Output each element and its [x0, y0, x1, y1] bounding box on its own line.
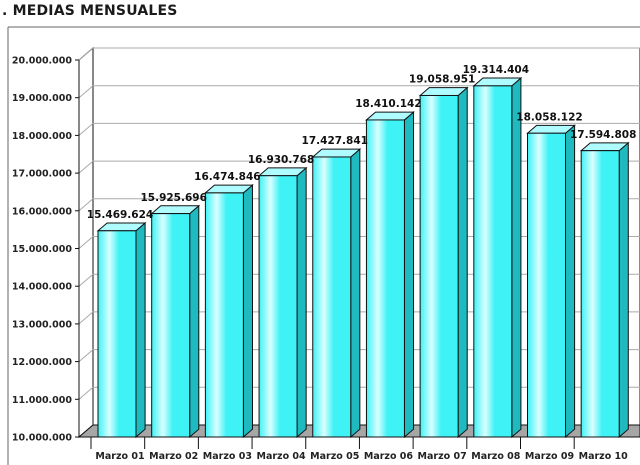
bar-top-face: [311, 148, 362, 158]
bar-front-face: [258, 175, 298, 438]
y-tick-label: 13.000.000: [12, 319, 72, 330]
data-label: 17.427.841: [302, 135, 368, 147]
x-category-label: Marzo 05: [310, 451, 359, 462]
bar-side-face: [565, 124, 576, 439]
x-category-label: Marzo 04: [256, 451, 306, 462]
bar-side-face: [296, 166, 307, 439]
y-tick-label: 16.000.000: [12, 206, 72, 217]
bar-top-face: [204, 184, 254, 194]
bar-side-face: [135, 221, 146, 439]
bar-side-face: [403, 111, 415, 439]
bar-top-face: [418, 87, 469, 96]
x-category-label: Marzo 08: [471, 451, 521, 462]
data-label: 15.925.696: [140, 192, 206, 204]
bar-side-face: [189, 204, 200, 439]
bar-front-face: [151, 213, 191, 438]
x-category-label: Marzo 02: [149, 451, 198, 462]
bar-front-face: [473, 85, 513, 438]
gridline: [78, 85, 640, 99]
bar-front-face: [527, 132, 567, 438]
data-label: 16.474.846: [194, 171, 260, 183]
bar-marzo-07: [418, 86, 469, 439]
bar-marzo-02: [150, 204, 201, 439]
bar-front-face: [365, 119, 405, 438]
y-tick-label: 15.000.000: [12, 244, 72, 255]
y-tick-label: 18.000.000: [12, 131, 72, 142]
chart-data-labels: 15.469.624 15.925.696 16.474.846 16.930.768…: [87, 64, 637, 221]
bar-front-face: [419, 94, 459, 438]
bar-marzo-01: [96, 221, 147, 439]
y-axis-ticks: 10.000.000 11.000.000 12.000.000 13.000.000…: [12, 56, 79, 444]
bar-side-face: [511, 76, 522, 439]
bar-marzo-09: [526, 124, 576, 439]
bar-marzo-06: [365, 111, 415, 439]
y-tick-label: 17.000.000: [12, 169, 72, 180]
bar-marzo-05: [311, 148, 362, 439]
bar-front-face: [204, 192, 244, 438]
bar-marzo-08: [472, 76, 523, 439]
bar-marzo-10: [579, 141, 630, 439]
bar-side-face: [242, 184, 253, 439]
data-label: 19.314.404: [463, 64, 529, 76]
y-tick-label: 19.000.000: [12, 93, 72, 104]
y-tick-label: 10.000.000: [12, 433, 72, 444]
gridline: [78, 47, 640, 61]
bar-front-face: [97, 230, 137, 438]
bar-side-face: [350, 148, 361, 439]
x-category-label: Marzo 09: [525, 451, 574, 462]
data-label: 19.058.951: [409, 74, 475, 86]
bar-front-face: [312, 156, 352, 438]
x-category-label: Marzo 03: [203, 451, 252, 462]
bar-top-face: [579, 142, 630, 152]
bar-top-face: [257, 167, 308, 177]
bar-side-face: [457, 86, 468, 439]
chart-bars: [96, 76, 630, 439]
bar-marzo-03: [204, 184, 254, 439]
data-label: 16.930.768: [248, 154, 314, 166]
x-category-label: Marzo 01: [95, 451, 144, 462]
y-tick-label: 11.000.000: [12, 395, 72, 406]
data-label: 15.469.624: [87, 209, 153, 221]
x-axis-categories: Marzo 01 Marzo 02 Marzo 03 Marzo 04 Marzo 05…: [90, 437, 629, 462]
bar-top-face: [150, 205, 201, 215]
x-category-label: Marzo 06: [364, 451, 414, 462]
bar-side-face: [618, 141, 629, 439]
x-category-label: Marzo 07: [418, 451, 467, 462]
data-label: 18.058.122: [516, 111, 582, 123]
x-category-label: Marzo 10: [579, 451, 629, 462]
bar-marzo-04: [257, 166, 308, 439]
y-tick-label: 12.000.000: [12, 357, 72, 368]
chart-title: . MEDIAS MENSUALES: [2, 3, 178, 19]
y-tick-label: 14.000.000: [12, 282, 72, 293]
bar-top-face: [472, 77, 523, 87]
bar-top-face: [96, 222, 147, 232]
bar-front-face: [580, 150, 620, 438]
bar-top-face: [526, 124, 576, 134]
bar-top-face: [365, 111, 415, 121]
data-label: 17.594.808: [570, 129, 636, 141]
data-label: 18.410.142: [355, 98, 421, 110]
y-tick-label: 20.000.000: [12, 56, 72, 67]
